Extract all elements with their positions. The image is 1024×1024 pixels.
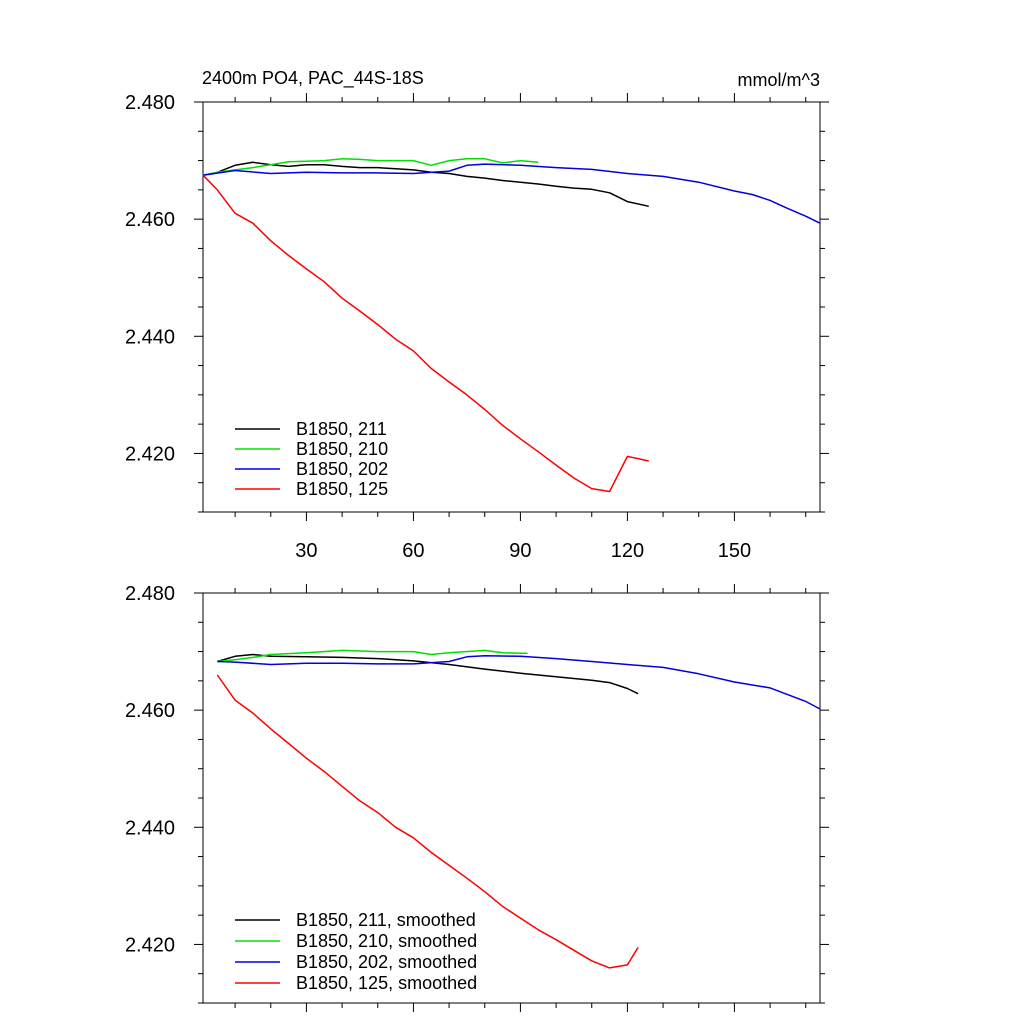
y-tick-label: 2.420	[125, 443, 175, 465]
x-tick-label: 90	[509, 540, 531, 562]
series-line	[202, 163, 821, 224]
series-line	[202, 161, 649, 208]
legend-label: B1850, 202, smoothed	[296, 952, 477, 972]
legend-label: B1850, 210	[296, 439, 388, 459]
y-tick-label: 2.440	[125, 326, 175, 348]
series-line	[216, 674, 639, 969]
series-line	[217, 649, 528, 663]
series-line	[217, 654, 821, 710]
legend-label: B1850, 125, smoothed	[296, 973, 477, 993]
figure-title: 2400m PO4, PAC_44S-18S	[202, 68, 424, 89]
chart-panel-top: 2.420 2.440 2.460 2.480 30 60 90 120 150 B1850, 2…	[125, 92, 829, 562]
y-tick-label: 2.460	[125, 209, 175, 231]
legend-label: B1850, 202	[296, 459, 388, 479]
y-tick-label: 2.460	[125, 700, 175, 722]
x-tick-label: 30	[295, 540, 317, 562]
legend-label: B1850, 210, smoothed	[296, 931, 477, 951]
y-tick-label: 2.480	[125, 583, 175, 605]
y-tick-label: 2.480	[125, 92, 175, 114]
x-tick-label: 120	[611, 540, 644, 562]
x-tick-label: 60	[402, 540, 424, 562]
chart-panel-bottom: 2.420 2.440 2.460 2.480 B1850, 211, smoothed…	[125, 583, 829, 1012]
x-tick-label: 150	[718, 540, 751, 562]
series-line	[202, 158, 539, 176]
y-tick-label: 2.420	[125, 934, 175, 956]
series-line	[202, 174, 649, 493]
legend-label: B1850, 125	[296, 479, 388, 499]
legend-label: B1850, 211, smoothed	[296, 910, 476, 930]
y-tick-label: 2.440	[125, 817, 175, 839]
figure-units: mmol/m^3	[738, 70, 820, 90]
legend-label: B1850, 211	[296, 419, 387, 439]
